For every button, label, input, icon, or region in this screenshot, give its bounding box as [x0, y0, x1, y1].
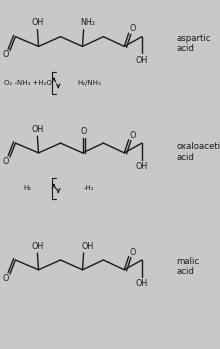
Text: OH: OH — [136, 56, 148, 65]
Text: O: O — [130, 131, 136, 140]
Text: O: O — [130, 24, 136, 34]
Text: H₂/NH₃: H₂/NH₃ — [77, 80, 101, 86]
Text: H₂: H₂ — [24, 185, 31, 192]
Text: O: O — [130, 248, 136, 257]
Text: OH: OH — [31, 18, 44, 27]
Text: oxaloacetic
acid: oxaloacetic acid — [176, 142, 220, 162]
Text: NH₂: NH₂ — [80, 18, 95, 27]
Text: O: O — [3, 157, 9, 166]
Text: aspartic
acid: aspartic acid — [176, 34, 211, 53]
Text: O: O — [3, 274, 9, 283]
Text: OH: OH — [136, 279, 148, 288]
Text: O: O — [81, 127, 87, 136]
Text: O₂ -NH₃ +H₂O: O₂ -NH₃ +H₂O — [4, 80, 51, 86]
Text: -H₂: -H₂ — [84, 185, 94, 192]
Text: OH: OH — [31, 125, 44, 134]
Text: OH: OH — [31, 242, 44, 251]
Text: OH: OH — [81, 242, 93, 251]
Text: malic
acid: malic acid — [176, 257, 199, 276]
Text: O: O — [3, 50, 9, 59]
Text: OH: OH — [136, 162, 148, 171]
